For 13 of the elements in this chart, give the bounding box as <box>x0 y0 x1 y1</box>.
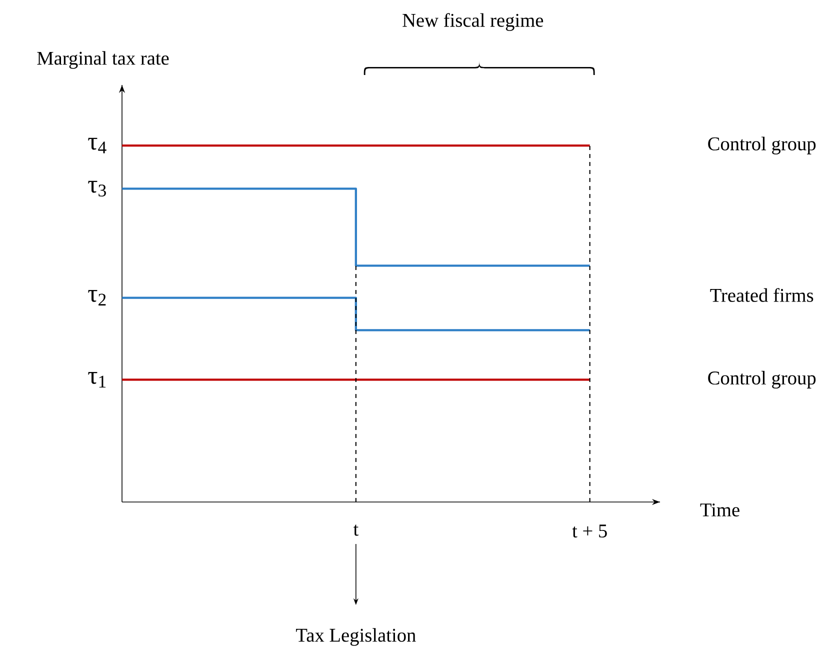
x-tick-label: t + 5 <box>572 524 607 538</box>
text: Control group <box>708 136 816 154</box>
x-tick-label: t <box>353 524 358 536</box>
text: τ$_{2}$ <box>88 290 106 306</box>
y-axis-title: Marginal tax rate <box>37 51 169 69</box>
text: τ$_{3}$ <box>88 180 106 196</box>
text: New fiscal regime <box>402 13 544 31</box>
text: τ$_{4}$ <box>88 138 106 154</box>
text: Tax Legislation <box>296 628 416 646</box>
text: τ$_{1}$ <box>88 372 106 388</box>
text: Control group <box>708 370 816 389</box>
text: Treated firms <box>710 288 814 302</box>
x-axis-title: Time <box>700 503 740 516</box>
